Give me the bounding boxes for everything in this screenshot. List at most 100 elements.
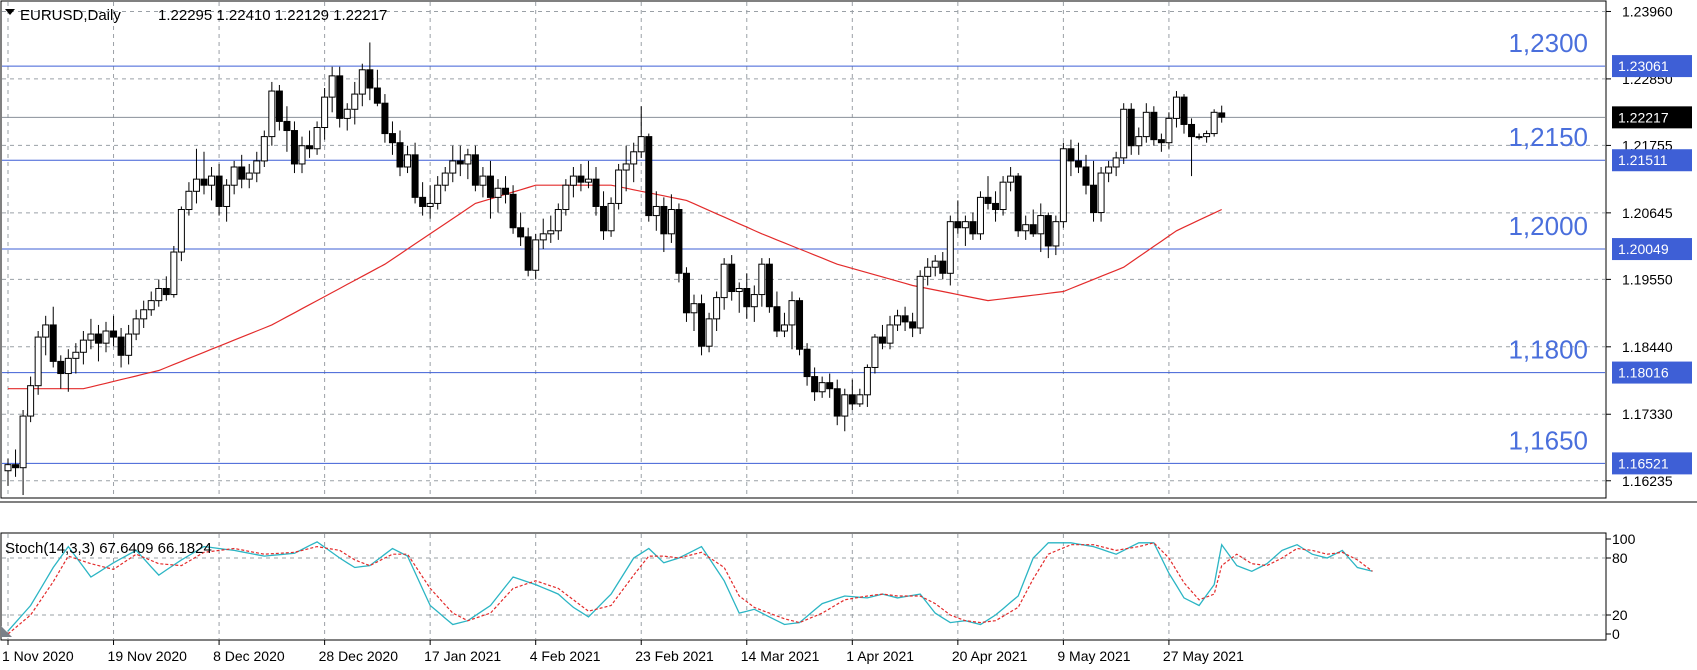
candle (931, 255, 939, 277)
candle-body (833, 388, 841, 417)
candle-body (449, 160, 457, 174)
candle (547, 215, 555, 243)
dropdown-triangle-icon[interactable] (5, 9, 15, 15)
candle-body (72, 351, 80, 359)
level-tag: 1.20049 (1618, 241, 1669, 257)
candle-body (637, 136, 645, 153)
candle-body (494, 187, 502, 198)
candle (117, 327, 125, 368)
candle (577, 163, 585, 192)
candle (298, 136, 306, 174)
candle-body (27, 385, 35, 417)
candle (494, 179, 502, 213)
candle (34, 331, 42, 395)
candle-body (1172, 96, 1180, 119)
candle-body (788, 300, 796, 326)
candle-body (1127, 108, 1135, 147)
candle-body (939, 260, 947, 274)
candle-body (765, 263, 773, 308)
candle (441, 166, 449, 192)
candle (856, 388, 864, 407)
date-axis: 1 Nov 2020 19 Nov 2020 8 Dec 2020 28 Dec 20… (2, 640, 1244, 664)
candle (630, 142, 638, 183)
candle-body (1210, 111, 1218, 135)
candle-body (577, 175, 585, 183)
candle (1180, 94, 1188, 134)
candle-body (863, 366, 871, 396)
level-tag: 1.18016 (1618, 365, 1669, 381)
candle-body (313, 127, 321, 150)
candle-body (690, 303, 698, 314)
candle-body (796, 300, 804, 350)
date-tick-label: 28 Dec 2020 (319, 648, 399, 664)
candle-body (1150, 111, 1158, 141)
candle (916, 270, 924, 335)
candle-body (306, 145, 314, 150)
candle-body (1218, 112, 1226, 118)
level-tag: 1.23061 (1618, 58, 1669, 74)
candle (976, 191, 984, 240)
candle-body (720, 263, 728, 299)
candle-body (1105, 166, 1113, 174)
candle (411, 142, 419, 204)
candle-body (321, 96, 329, 128)
date-tick-label: 4 Feb 2021 (530, 648, 601, 664)
candle (811, 367, 819, 401)
candle (667, 194, 675, 243)
level-label: 1,2150 (1508, 122, 1588, 152)
candle-body (675, 209, 683, 274)
candle-body (539, 233, 547, 241)
candle (162, 276, 170, 301)
candle (155, 279, 163, 307)
candle-body (1059, 148, 1067, 223)
candle (12, 449, 20, 477)
candle-body (713, 297, 721, 320)
candle-body (373, 87, 381, 104)
candle-body (1188, 123, 1196, 138)
candle-body (894, 315, 902, 326)
candle-body (1097, 172, 1105, 214)
candle (660, 197, 668, 253)
candle-body (117, 336, 125, 356)
candle-body (215, 175, 223, 207)
candle-body (562, 184, 570, 211)
candle (863, 364, 871, 407)
candle (238, 154, 246, 189)
stoch-axis: 100 80 20 0 (1606, 531, 1636, 642)
candle (690, 294, 698, 332)
candle (358, 63, 366, 107)
candle-body (660, 205, 668, 235)
candle (1022, 215, 1030, 240)
candle (223, 179, 231, 222)
price-axis: 1.239601.228501.217551.206451.195501.184… (1606, 3, 1673, 489)
candle (1044, 212, 1052, 259)
candle-body (1090, 184, 1098, 214)
candle-body (547, 230, 555, 235)
candle-body (12, 464, 20, 469)
candle (336, 66, 344, 128)
level-label: 1,2300 (1508, 28, 1588, 58)
candle-body (841, 394, 849, 417)
candle (841, 388, 849, 432)
candle (909, 312, 917, 338)
candle-body (592, 178, 600, 207)
candle-body (615, 169, 623, 204)
candle-body (200, 178, 208, 186)
candle-body (1195, 136, 1203, 139)
candle-body (509, 193, 517, 229)
candle-body (87, 333, 95, 341)
candle-body (162, 287, 170, 296)
candle (94, 324, 102, 362)
candle-body (366, 69, 374, 89)
candle-body (931, 260, 939, 268)
candle (192, 148, 200, 204)
candle-body (1014, 175, 1022, 232)
candle (260, 130, 268, 167)
price-tick-label: 1.16235 (1622, 473, 1673, 489)
candle-body (976, 196, 984, 235)
candle-body (1135, 136, 1143, 147)
candle (607, 197, 615, 237)
stoch-tick-label: 80 (1612, 550, 1628, 566)
candle-body (328, 75, 336, 98)
